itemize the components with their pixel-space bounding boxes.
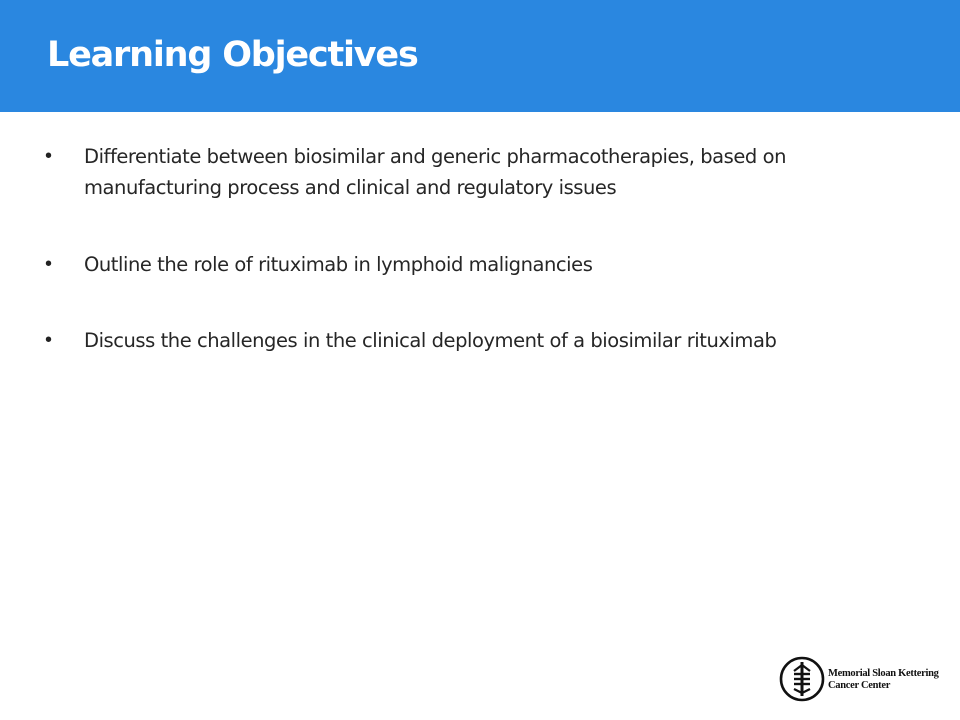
- bullet-text: Differentiate between biosimilar and gen…: [84, 145, 786, 199]
- logo-text: Memorial Sloan Kettering Cancer Center: [828, 668, 939, 692]
- header-bar: Learning Objectives: [0, 0, 960, 112]
- msk-logo-icon: [779, 656, 825, 702]
- bullet-marker: •: [45, 253, 53, 275]
- logo-line-2: Cancer Center: [828, 680, 891, 691]
- bullet-text: Outline the role of rituximab in lymphoi…: [84, 253, 593, 276]
- bullet-marker: •: [45, 145, 53, 167]
- msk-logo: Memorial Sloan Kettering Cancer Center: [779, 654, 949, 706]
- bullet-marker: •: [45, 329, 53, 351]
- slide-title: Learning Objectives: [47, 35, 419, 75]
- logo-line-1: Memorial Sloan Kettering: [828, 668, 939, 679]
- bullet-text: Discuss the challenges in the clinical d…: [84, 329, 777, 352]
